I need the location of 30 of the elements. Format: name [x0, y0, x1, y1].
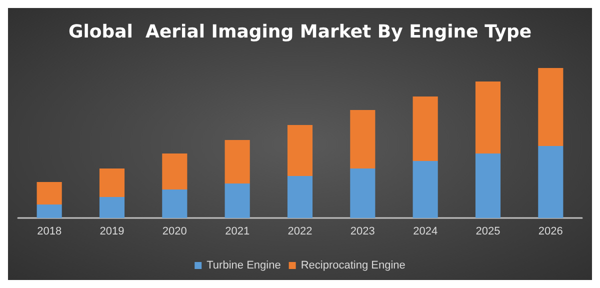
- x-tick-label: 2026: [538, 226, 563, 238]
- bar: [350, 168, 376, 218]
- bar: [224, 140, 250, 184]
- x-tick-label: 2018: [37, 226, 62, 238]
- bar: [475, 82, 501, 154]
- legend-label: Turbine Engine: [206, 260, 281, 272]
- bar: [162, 190, 188, 218]
- bar: [224, 184, 250, 218]
- bar: [412, 96, 438, 161]
- x-tick-label: 2019: [100, 226, 124, 238]
- x-tick-label: 2024: [413, 226, 438, 238]
- bar: [36, 182, 62, 204]
- x-tick-label: 2025: [476, 226, 500, 238]
- x-tick-label: 2021: [225, 226, 250, 238]
- legend-label: Reciprocating Engine: [300, 260, 406, 272]
- bar: [287, 125, 313, 176]
- bar: [538, 68, 564, 146]
- x-tick-label: 2022: [288, 226, 312, 238]
- bar: [475, 154, 501, 218]
- chart-title: Global Aerial Imaging Market By Engine Type: [68, 22, 532, 42]
- bar: [412, 161, 438, 218]
- x-tick-label: 2023: [350, 226, 375, 238]
- bar: [287, 176, 313, 218]
- bar: [350, 110, 376, 168]
- bar: [99, 168, 125, 197]
- bar: [36, 204, 62, 218]
- bar: [538, 146, 564, 218]
- x-tick-label: 2020: [162, 226, 187, 238]
- bar: [162, 154, 188, 190]
- bar: [99, 197, 125, 218]
